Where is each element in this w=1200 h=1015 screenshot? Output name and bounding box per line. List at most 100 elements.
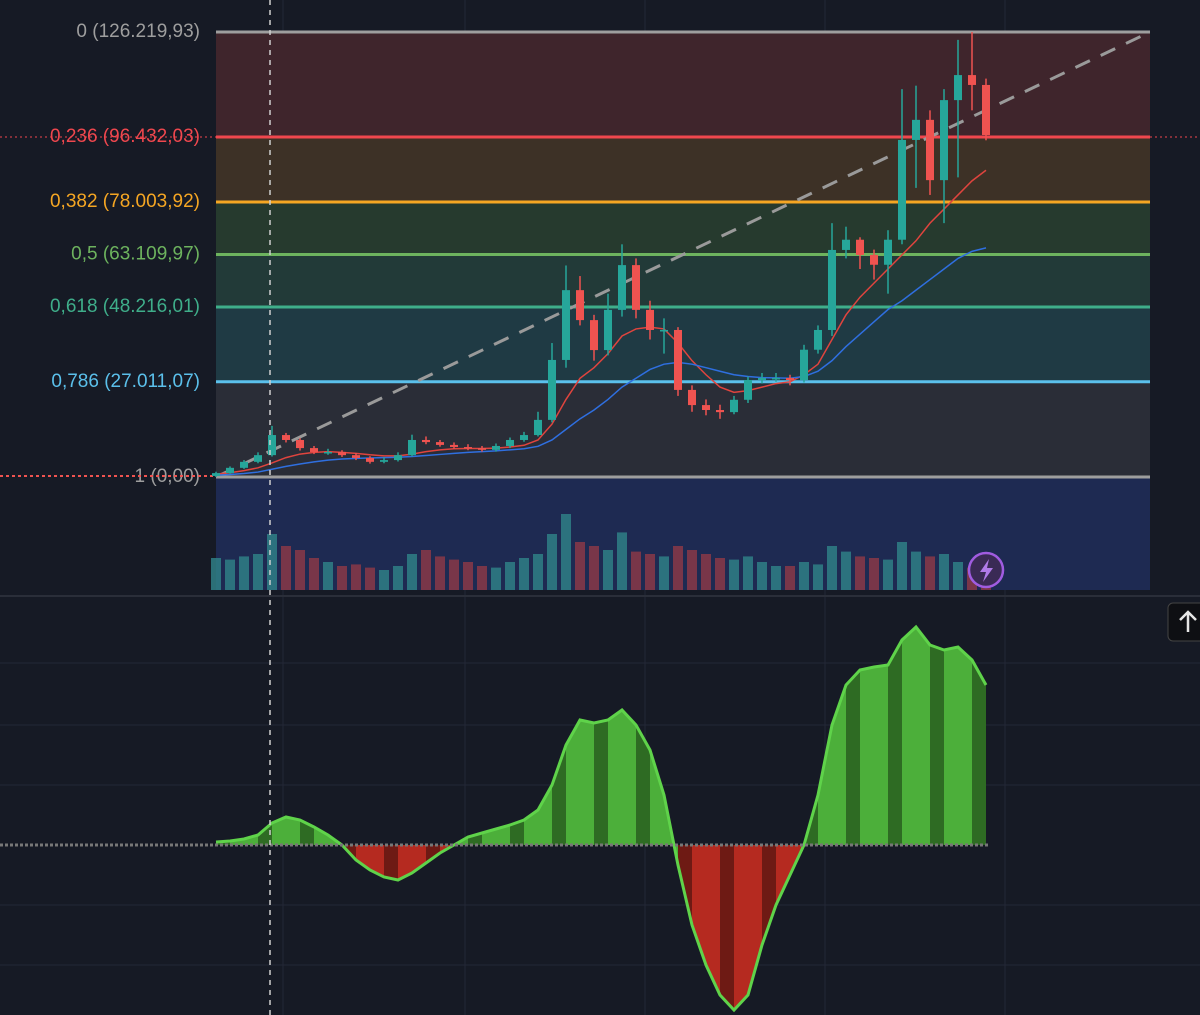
volume-bar <box>463 562 473 590</box>
candle-body <box>562 290 570 360</box>
osc-fill <box>972 660 986 845</box>
candle-body <box>898 139 906 240</box>
candle-body <box>380 460 388 462</box>
osc-line <box>215 624 988 1013</box>
candle-body <box>576 290 584 321</box>
volume-bar <box>449 559 459 590</box>
fib-band <box>216 254 1150 308</box>
osc-fill <box>496 825 510 845</box>
candle-body <box>352 455 360 458</box>
candle-body <box>688 389 696 406</box>
osc-fill <box>846 670 860 845</box>
candle-body <box>674 329 682 390</box>
osc-fill <box>916 627 930 845</box>
volume-bar <box>603 550 613 590</box>
volume-bar <box>785 566 795 590</box>
candle-body <box>730 399 738 413</box>
volume-bar <box>323 562 333 590</box>
volume-bar <box>351 564 361 590</box>
candle-body <box>912 119 920 140</box>
candle-body <box>982 84 990 136</box>
scroll-button[interactable] <box>1167 602 1200 642</box>
candle-body <box>660 329 668 332</box>
volume-bar <box>519 558 529 590</box>
volume-bar <box>491 567 501 590</box>
candle-body <box>744 380 752 400</box>
osc-fill <box>398 845 412 880</box>
candle-body <box>716 410 724 413</box>
candle-body <box>520 435 528 440</box>
candle-body <box>618 265 626 310</box>
volume-bar <box>575 542 585 590</box>
candle-body <box>786 377 794 381</box>
volume-bar <box>743 556 753 590</box>
volume-bar <box>757 562 767 590</box>
volume-bar <box>561 514 571 590</box>
volume-bar <box>841 551 851 590</box>
volume-bar <box>883 559 893 590</box>
volume-bar <box>687 550 697 590</box>
candle-body <box>534 419 542 436</box>
volume-bar <box>855 556 865 590</box>
candles <box>212 32 990 477</box>
candle-body <box>646 309 654 330</box>
osc-fill <box>314 827 328 845</box>
osc-fill <box>636 725 650 845</box>
candle-body <box>268 435 276 456</box>
candle-body <box>296 439 304 449</box>
candle-body <box>856 239 864 255</box>
osc-fill <box>580 720 594 845</box>
fib-band <box>216 201 1150 255</box>
volume-bar <box>435 556 445 590</box>
volume-bar <box>533 554 543 590</box>
osc-fill <box>832 685 846 845</box>
volume-bar <box>337 566 347 590</box>
volume-bar <box>589 546 599 590</box>
osc-fill <box>888 640 902 845</box>
volume-bar <box>225 559 235 590</box>
candle-body <box>604 309 612 351</box>
fib-band <box>216 381 1150 477</box>
osc-fill <box>762 845 776 945</box>
volume-bar <box>505 562 515 590</box>
volume-bar <box>211 558 221 590</box>
candle-body <box>464 447 472 449</box>
candle-body <box>338 451 346 456</box>
volume-bar <box>295 550 305 590</box>
volume-bar <box>701 554 711 590</box>
volume-bar <box>393 566 403 590</box>
candle-body <box>310 448 318 452</box>
osc-fill <box>608 710 622 845</box>
volume-bar <box>281 546 291 590</box>
candle-body <box>436 442 444 445</box>
candle-body <box>800 349 808 381</box>
oscillator <box>215 624 988 1013</box>
volume-bar <box>771 566 781 590</box>
volume-bar <box>365 567 375 590</box>
candle-body <box>968 75 976 85</box>
osc-fill <box>356 845 370 870</box>
trend-line <box>215 30 1151 479</box>
candle-body <box>814 329 822 350</box>
candle-body <box>408 439 416 456</box>
osc-fill <box>860 667 874 845</box>
volume-bar <box>477 566 487 590</box>
osc-fill <box>818 725 832 845</box>
osc-fill <box>902 627 916 845</box>
osc-fill <box>650 750 664 845</box>
osc-fill <box>944 647 958 845</box>
candle-body <box>926 119 934 181</box>
volume-bar <box>799 562 809 590</box>
osc-fill <box>286 817 300 845</box>
osc-fill <box>706 845 720 995</box>
flash-icon[interactable] <box>967 551 1005 589</box>
volume-bar <box>729 559 739 590</box>
fib-levels: 0 (126.219,93) 0,236 (96.432,03) 0,382 (78… <box>0 21 1200 487</box>
volume-bar <box>897 542 907 590</box>
osc-fill <box>552 745 566 845</box>
candle-body <box>548 359 556 420</box>
volume <box>211 514 991 590</box>
osc-fill <box>538 785 552 845</box>
candle-body <box>492 445 500 450</box>
